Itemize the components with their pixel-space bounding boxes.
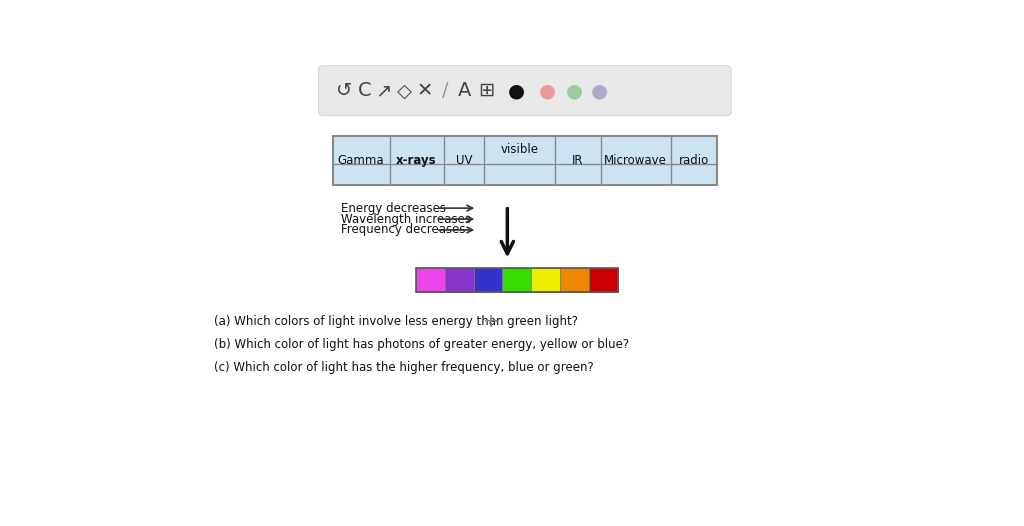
Text: /: /	[442, 81, 449, 100]
Text: ⊞: ⊞	[478, 81, 495, 100]
Text: IR: IR	[571, 154, 584, 167]
Text: ◇: ◇	[396, 81, 412, 100]
Text: Energy decreases: Energy decreases	[341, 201, 445, 215]
Text: (a) Which colors of light involve less energy than green light?: (a) Which colors of light involve less e…	[214, 315, 578, 328]
Bar	[416, 268, 617, 292]
Bar	[531, 268, 560, 292]
Text: +: +	[483, 312, 500, 331]
Text: Frequency decreases: Frequency decreases	[341, 224, 465, 237]
Bar	[474, 268, 503, 292]
FancyBboxPatch shape	[318, 66, 731, 116]
Text: C: C	[357, 81, 372, 100]
Bar	[333, 136, 717, 185]
Text: visible: visible	[501, 143, 539, 156]
Text: A: A	[458, 81, 471, 100]
Text: ●: ●	[591, 81, 608, 100]
Text: (b) Which color of light has photons of greater energy, yellow or blue?: (b) Which color of light has photons of …	[214, 338, 629, 351]
Bar	[444, 268, 474, 292]
Text: radio: radio	[679, 154, 709, 167]
Text: x-rays: x-rays	[396, 154, 437, 167]
Text: UV: UV	[456, 154, 472, 167]
Text: Wavelength increases: Wavelength increases	[341, 213, 471, 226]
Text: ↺: ↺	[336, 81, 352, 100]
Text: ●: ●	[508, 81, 525, 100]
Bar	[503, 268, 531, 292]
Text: ●: ●	[565, 81, 583, 100]
Text: ↗: ↗	[376, 81, 392, 100]
Bar	[560, 268, 589, 292]
Text: Microwave: Microwave	[604, 154, 668, 167]
Text: ●: ●	[539, 81, 556, 100]
Text: Gamma: Gamma	[338, 154, 384, 167]
Text: (c) Which color of light has the higher frequency, blue or green?: (c) Which color of light has the higher …	[214, 361, 594, 374]
Bar	[589, 268, 617, 292]
Bar	[416, 268, 444, 292]
Text: ✕: ✕	[417, 81, 433, 100]
